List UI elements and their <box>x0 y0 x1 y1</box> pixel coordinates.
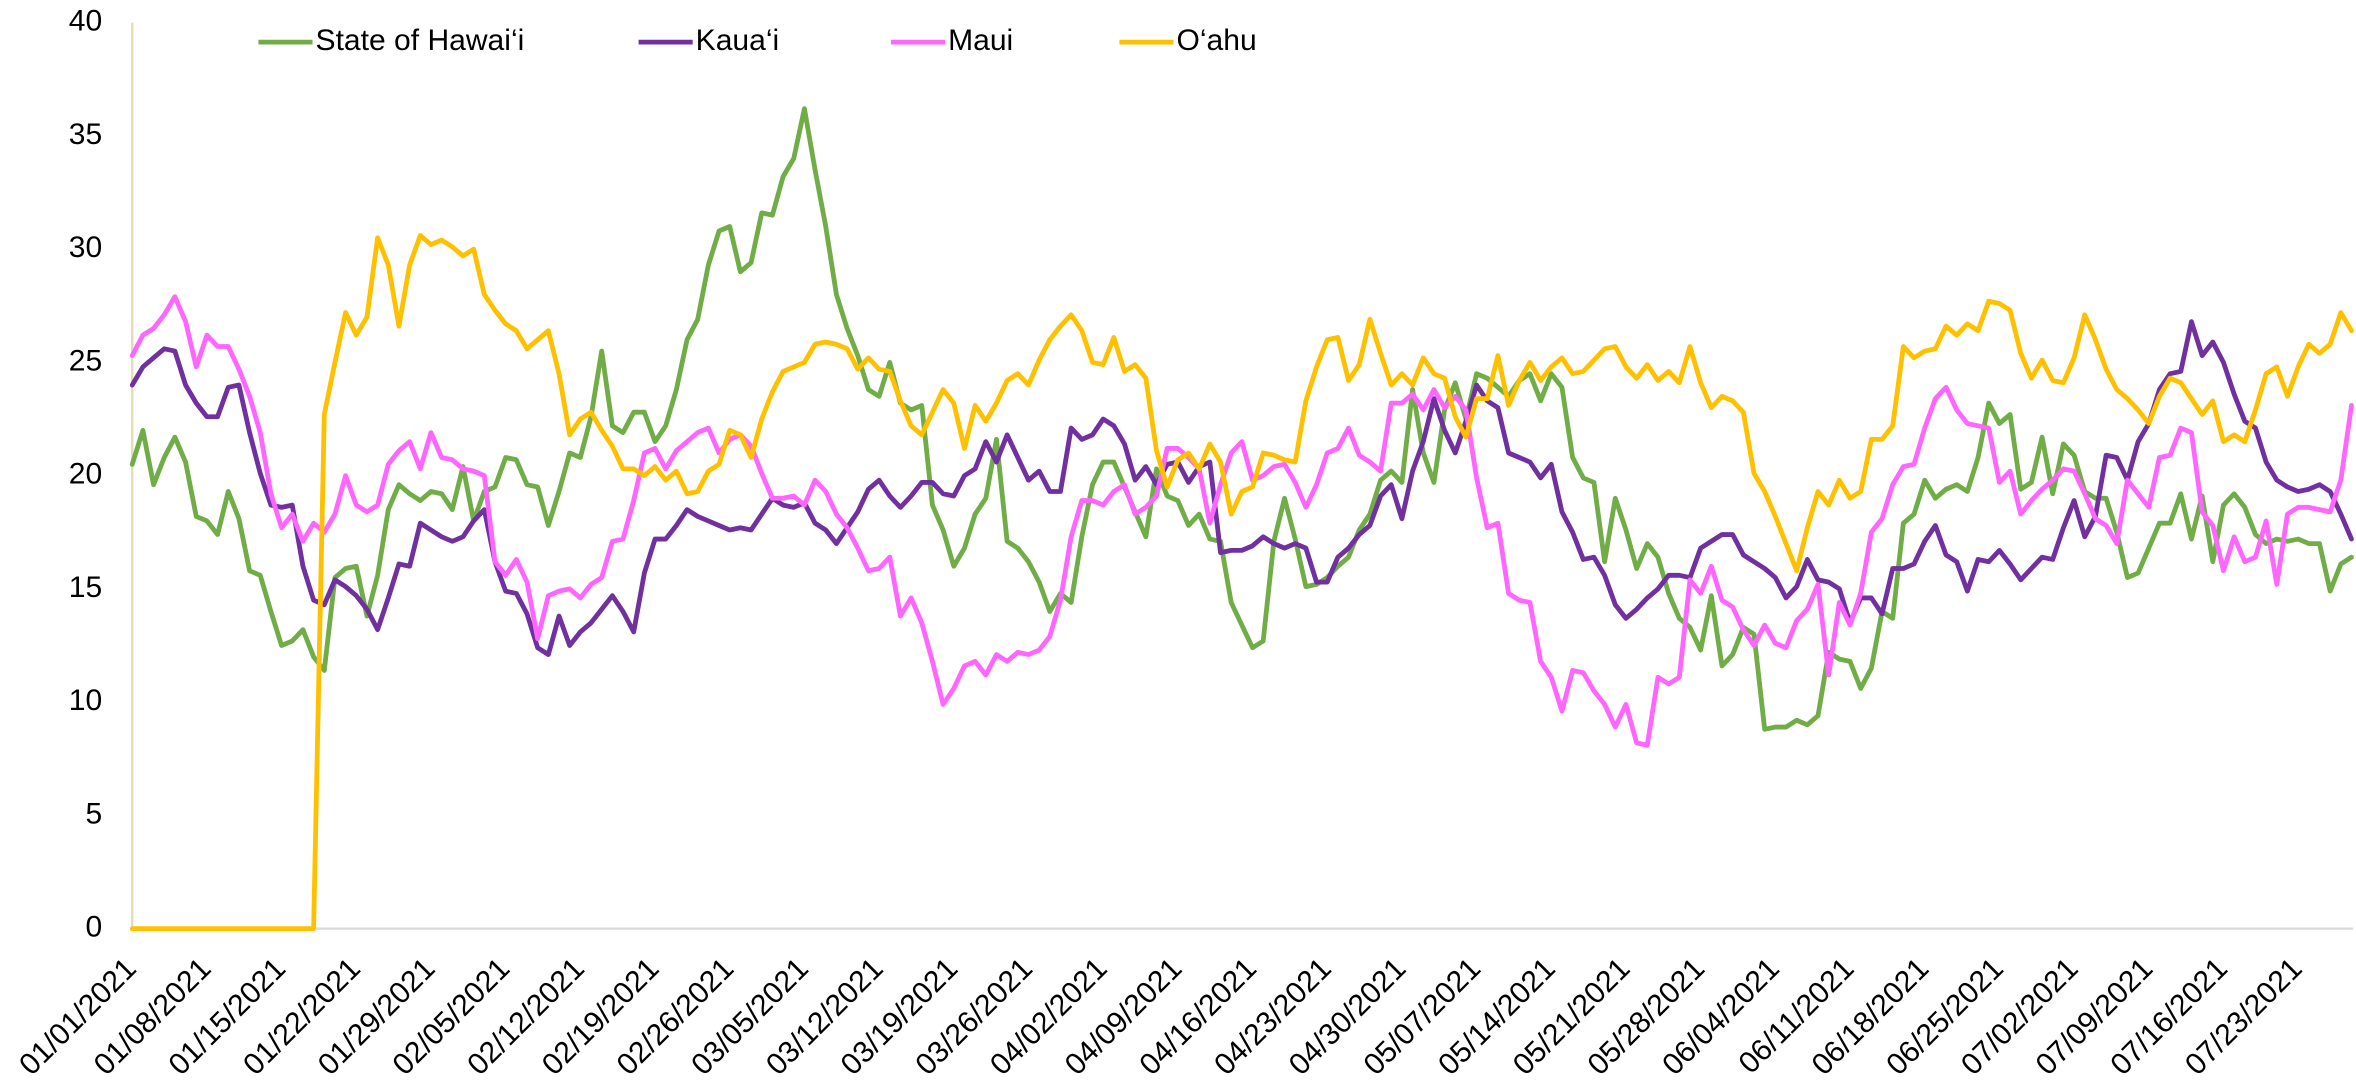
y-tick-label: 10 <box>69 684 102 717</box>
y-tick-label: 40 <box>69 5 102 38</box>
legend-label: Maui <box>948 24 1013 57</box>
legend-label: State of Hawai‘i <box>316 24 525 57</box>
y-tick-label: 5 <box>85 797 102 830</box>
series-line <box>129 233 2354 932</box>
legend-label: Kaua‘i <box>696 24 780 57</box>
y-tick-label: 35 <box>69 118 102 151</box>
series-line <box>129 319 2354 657</box>
y-tick-label: 25 <box>69 344 102 377</box>
y-tick-label: 0 <box>85 911 102 944</box>
y-tick-label: 20 <box>69 458 102 491</box>
series-line <box>129 106 2354 732</box>
y-tick-label: 15 <box>69 571 102 604</box>
legend-label: O‘ahu <box>1176 24 1256 57</box>
y-tick-label: 30 <box>69 231 102 264</box>
series-line <box>129 294 2354 748</box>
